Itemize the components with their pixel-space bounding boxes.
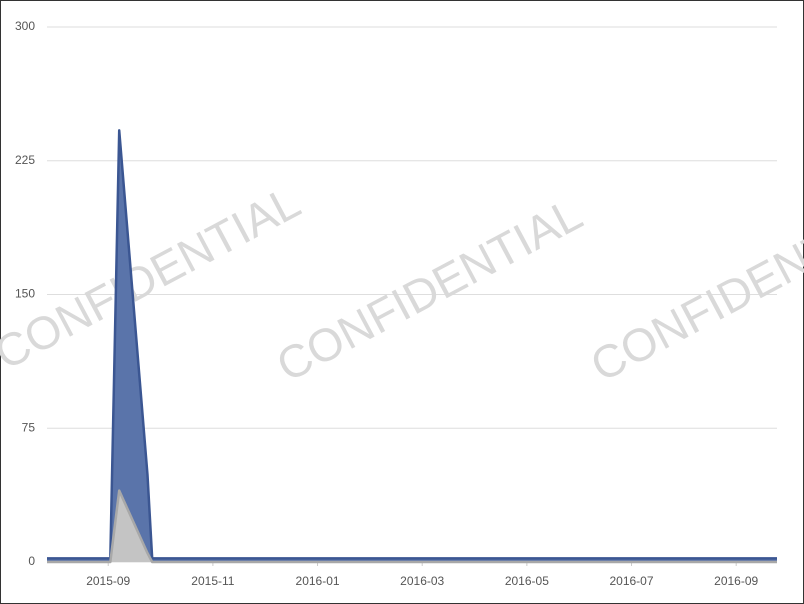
x-tick-label: 2016-05 (505, 574, 549, 588)
x-tick-label: 2016-07 (609, 574, 653, 588)
y-tick-label: 0 (28, 554, 35, 568)
y-tick-label: 150 (15, 287, 35, 301)
x-tick-label: 2016-03 (400, 574, 444, 588)
y-tick-label: 300 (15, 19, 35, 33)
x-tick-label: 2016-01 (296, 574, 340, 588)
y-tick-label: 225 (15, 153, 35, 167)
x-tick-label: 2016-09 (714, 574, 758, 588)
x-tick-label: 2015-11 (191, 574, 234, 588)
x-tick-label: 2015-09 (86, 574, 130, 588)
area (47, 490, 777, 562)
line (47, 129, 777, 560)
line (47, 489, 777, 564)
y-tick-label: 75 (22, 420, 36, 434)
